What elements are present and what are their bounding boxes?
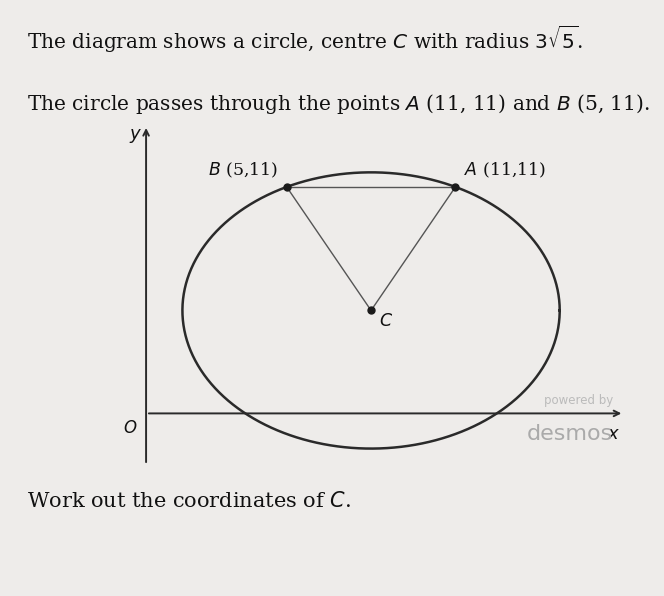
Text: $y$: $y$ xyxy=(129,127,142,145)
Text: $C$: $C$ xyxy=(380,312,394,330)
Text: $B$ (5,11): $B$ (5,11) xyxy=(208,160,278,180)
Text: $A$ (11,11): $A$ (11,11) xyxy=(464,160,546,180)
Text: Work out the coordinates of $\mathit{C}$.: Work out the coordinates of $\mathit{C}$… xyxy=(27,491,351,511)
Text: The circle passes through the points $\mathit{A}$ (11, 11) and $\mathit{B}$ (5, : The circle passes through the points $\m… xyxy=(27,92,649,116)
Text: $O$: $O$ xyxy=(124,420,137,437)
Text: powered by: powered by xyxy=(544,394,613,407)
Text: $x$: $x$ xyxy=(607,425,620,443)
Text: desmos: desmos xyxy=(527,424,613,444)
Text: The diagram shows a circle, centre $\mathit{C}$ with radius $3\sqrt{5}$.: The diagram shows a circle, centre $\mat… xyxy=(27,24,583,55)
